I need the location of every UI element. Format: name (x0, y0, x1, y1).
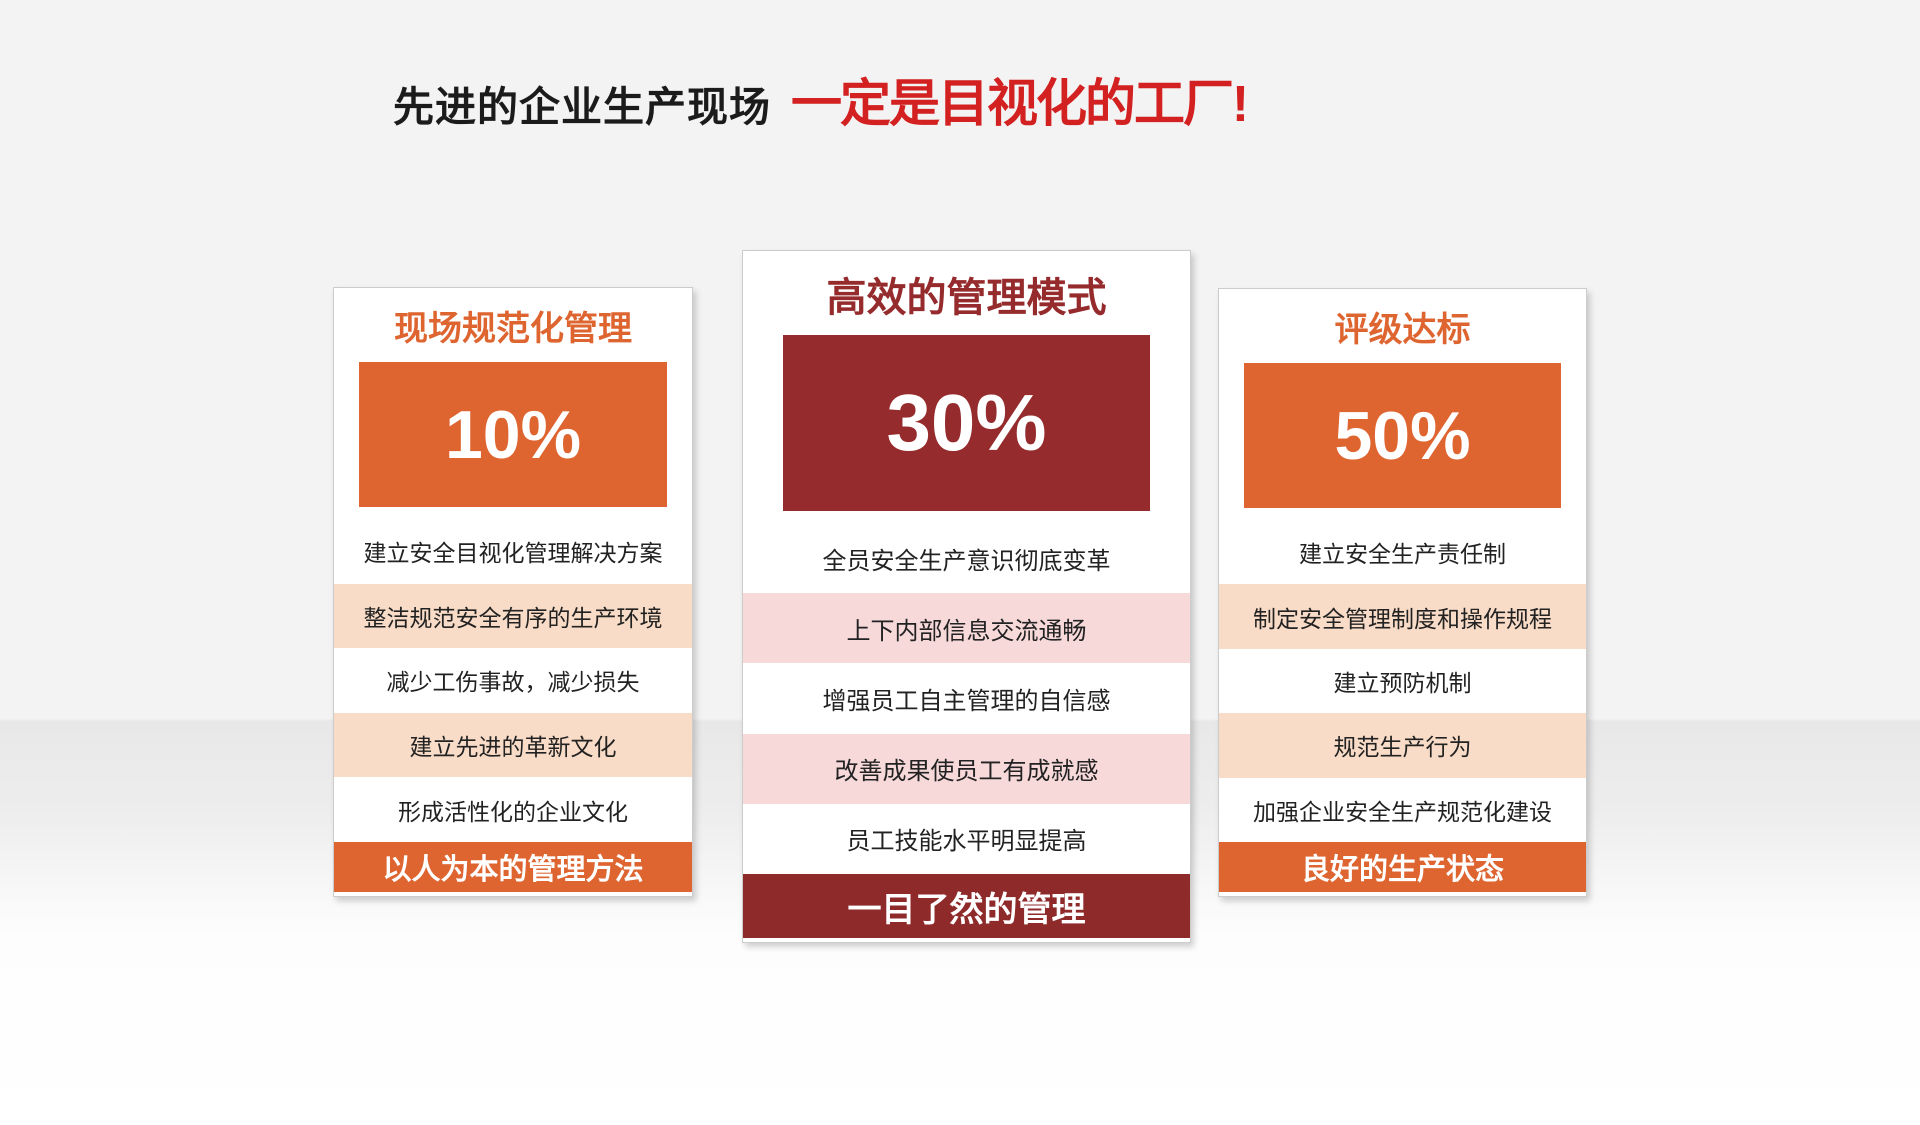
title-prefix: 先进的企业生产现场 (393, 84, 771, 130)
card-footer-banner: 一目了然的管理 (743, 874, 1190, 938)
list-item: 形成活性化的企业文化 (398, 798, 628, 825)
card-item-list: 全员安全生产意识彻底变革 上下内部信息交流通畅 增强员工自主管理的自信感 改善成… (743, 523, 1190, 874)
card-footer-banner: 良好的生产状态 (1219, 842, 1586, 892)
list-item: 建立预防机制 (1333, 670, 1472, 697)
percent-box: 10% (359, 362, 667, 507)
title-emphasis: 一定是目视化的工厂! (791, 75, 1249, 132)
card-item-list: 建立安全目视化管理解决方案 整洁规范安全有序的生产环境 减少工伤事故，减少损失 … (334, 519, 692, 842)
list-item: 改善成果使员工有成就感 (743, 733, 1190, 804)
list-item: 建立先进的革新文化 (334, 712, 692, 778)
percent-box: 50% (1244, 363, 1561, 508)
card-rating-compliance: 评级达标 50% 建立安全生产责任制 制定安全管理制度和操作规程 建立预防机制 … (1218, 288, 1587, 897)
card-site-standardized-management: 现场规范化管理 10% 建立安全目视化管理解决方案 整洁规范安全有序的生产环境 … (333, 287, 693, 897)
list-item: 减少工伤事故，减少损失 (386, 669, 640, 696)
list-item: 整洁规范安全有序的生产环境 (334, 583, 692, 649)
card-heading: 高效的管理模式 (826, 276, 1107, 320)
list-item: 增强员工自主管理的自信感 (822, 688, 1111, 715)
list-item: 员工技能水平明显提高 (846, 828, 1087, 856)
list-item: 加强企业安全生产规范化建设 (1253, 798, 1552, 825)
list-item: 建立安全生产责任制 (1299, 541, 1506, 568)
card-footer-banner: 以人为本的管理方法 (334, 842, 692, 892)
list-item: 全员安全生产意识彻底变革 (822, 547, 1111, 575)
list-item: 规范生产行为 (1219, 713, 1586, 778)
card-heading: 现场规范化管理 (394, 310, 632, 348)
list-item: 上下内部信息交流通畅 (743, 593, 1190, 664)
card-heading: 评级达标 (1334, 311, 1471, 349)
percent-box: 30% (783, 335, 1150, 511)
list-item: 制定安全管理制度和操作规程 (1219, 584, 1586, 649)
card-efficient-management-model: 高效的管理模式 30% 全员安全生产意识彻底变革 上下内部信息交流通畅 增强员工… (742, 250, 1191, 943)
card-item-list: 建立安全生产责任制 制定安全管理制度和操作规程 建立预防机制 规范生产行为 加强… (1219, 520, 1586, 842)
slide-title: 先进的企业生产现场 一定是目视化的工厂! (393, 62, 1249, 136)
list-item: 建立安全目视化管理解决方案 (363, 540, 663, 567)
